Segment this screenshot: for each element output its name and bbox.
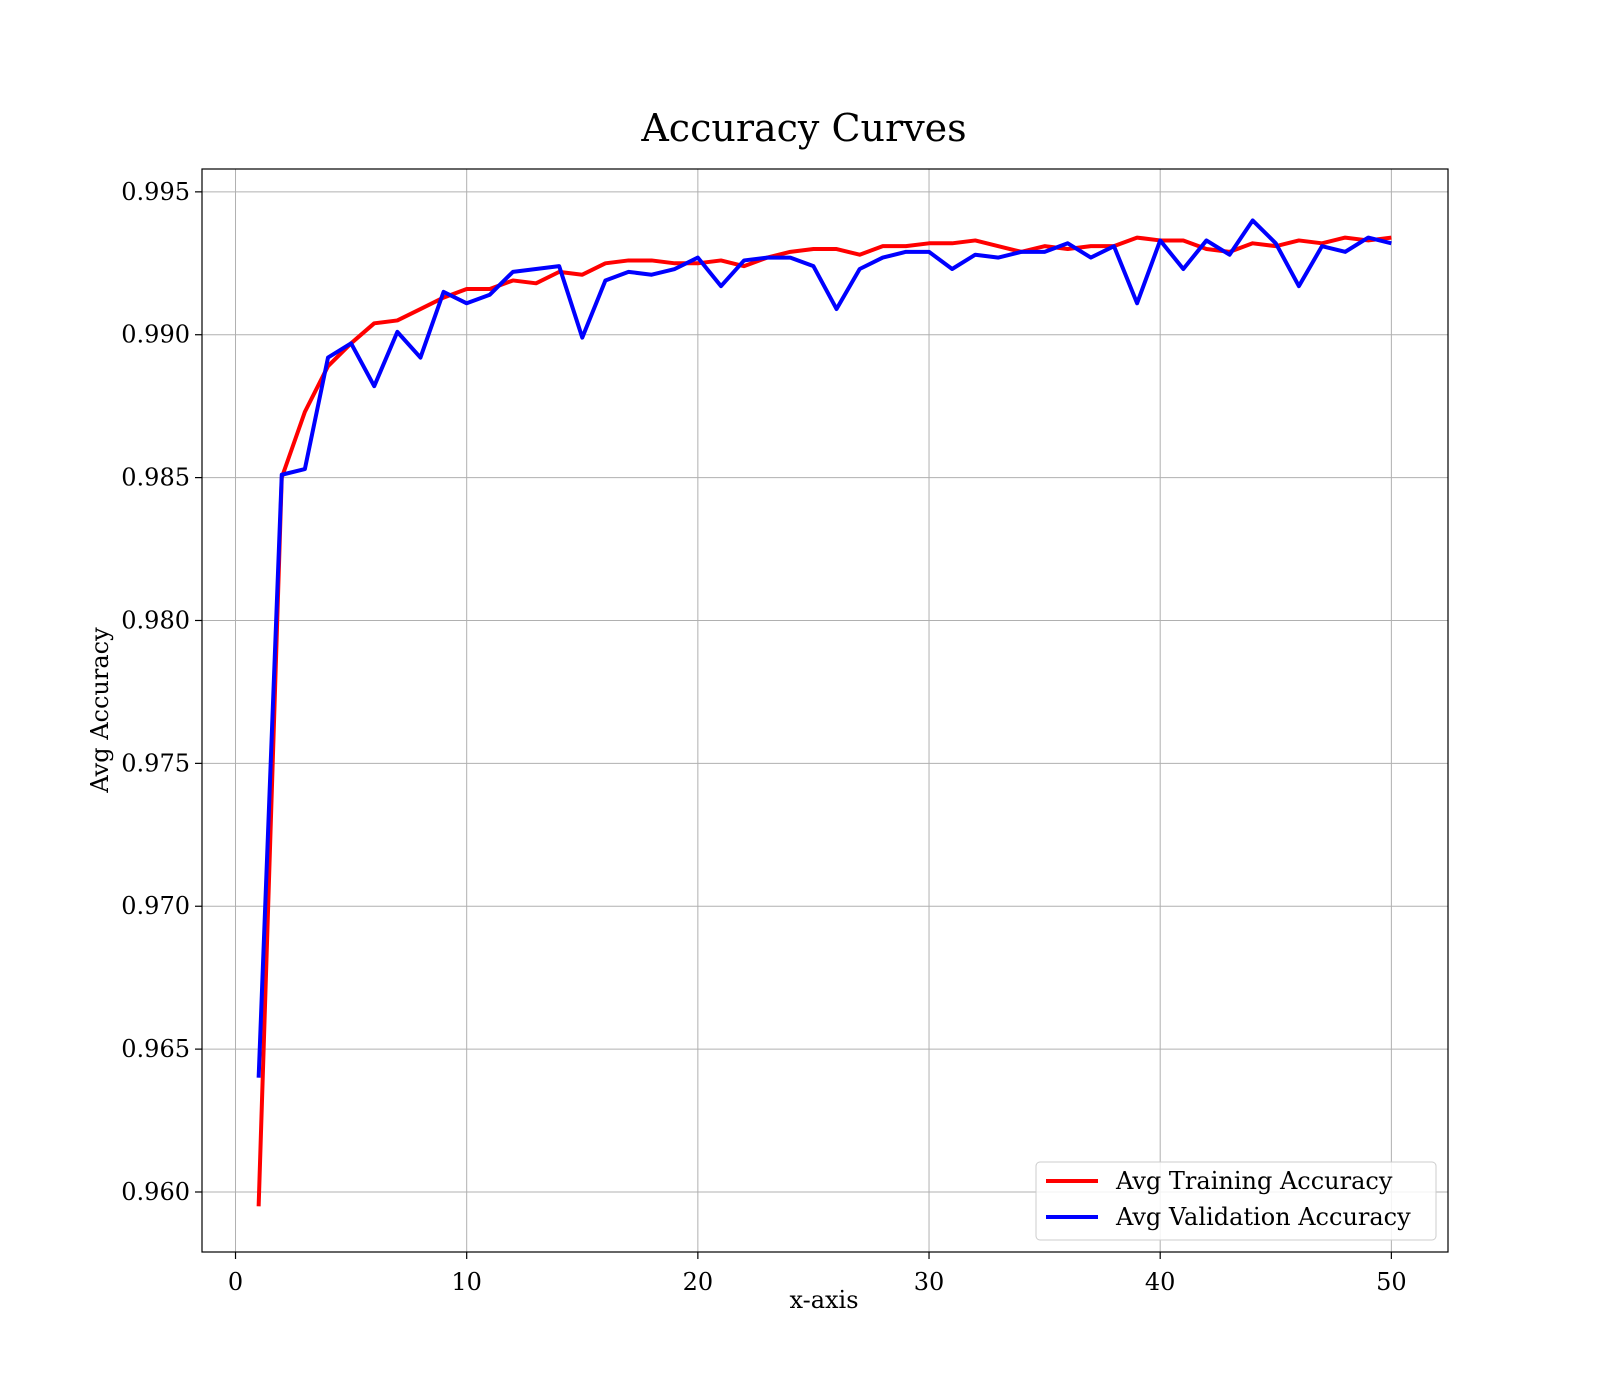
legend-box: [1035, 1161, 1437, 1241]
x-axis-label: x-axis: [789, 1286, 858, 1314]
y-tick-label: 0.960: [121, 1178, 190, 1206]
y-tick-label: 0.980: [121, 606, 190, 634]
legend-label-training: Avg Training Accuracy: [1115, 1167, 1393, 1195]
plot-area-frame: [201, 168, 1449, 1253]
series-line-validation: [256, 218, 1392, 1078]
x-tick-label: 30: [914, 1268, 945, 1296]
y-tick-label: 0.975: [121, 749, 190, 777]
y-tick-label: 0.995: [121, 178, 190, 206]
series-lines: [256, 218, 1392, 1207]
x-tick-label: 40: [1145, 1268, 1176, 1296]
legend-label-validation: Avg Validation Accuracy: [1115, 1203, 1411, 1231]
y-tick-label: 0.990: [121, 321, 190, 349]
y-tick-label: 0.985: [121, 464, 190, 492]
y-tick-label: 0.965: [121, 1035, 190, 1063]
series-line-training: [256, 235, 1392, 1207]
chart-title: Accuracy Curves: [640, 106, 966, 150]
y-axis-label: Avg Accuracy: [86, 627, 114, 794]
y-tick-label: 0.970: [121, 892, 190, 920]
grid-lines: [202, 169, 1448, 1252]
axis-ticks: 0 10 20 30 40 50 0.960 0.965 0.970 0.975 0.980 0.98…: [121, 178, 1406, 1296]
x-tick-label: 10: [451, 1268, 482, 1296]
legend: Avg Training Accuracy Avg Validation Acc…: [1035, 1161, 1437, 1241]
x-tick-label: 20: [683, 1268, 714, 1296]
x-tick-label: 0: [228, 1268, 243, 1296]
x-tick-label: 50: [1376, 1268, 1407, 1296]
